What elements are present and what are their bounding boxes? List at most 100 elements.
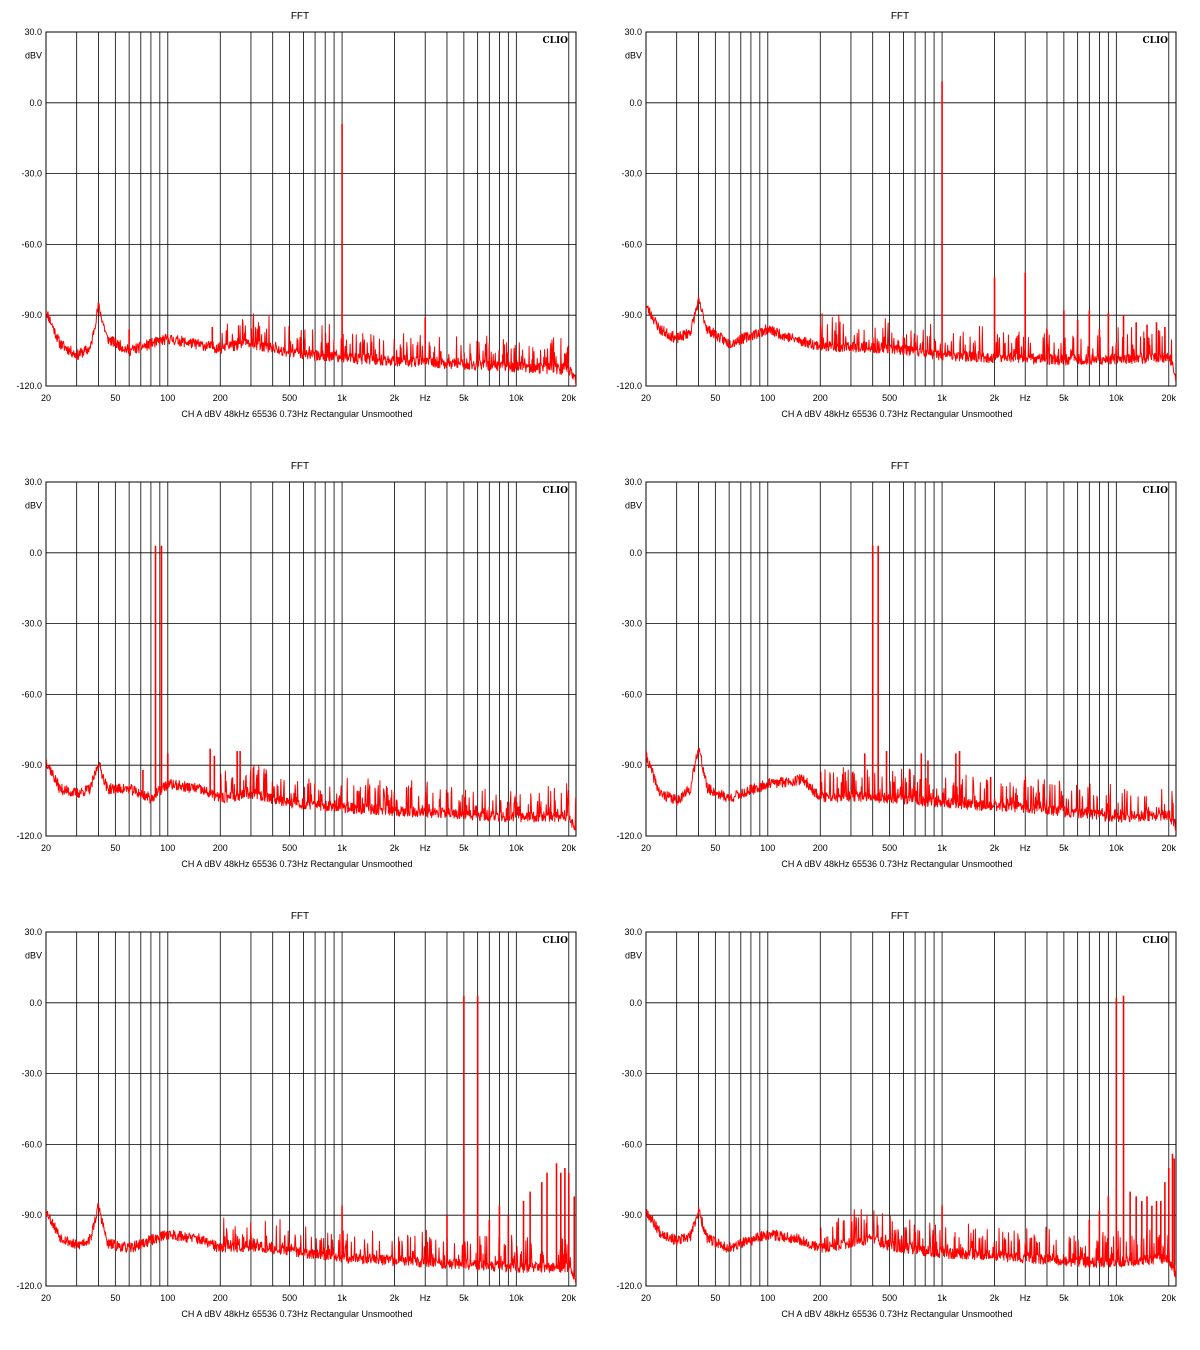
x-tick-label: 5k	[459, 843, 469, 853]
x-tick-label: 200	[213, 1293, 228, 1303]
plot-area	[645, 31, 1177, 387]
measurement-settings: CH A dBV 48kHz 65536 0.73Hz Rectangular …	[781, 859, 1012, 869]
y-grid	[646, 481, 1176, 837]
x-axis-label: Hz	[420, 393, 431, 403]
measurement-settings: CH A dBV 48kHz 65536 0.73Hz Rectangular …	[781, 1309, 1012, 1319]
chart-title: FFT	[891, 911, 909, 922]
x-tick-label: 5k	[459, 1293, 469, 1303]
y-tick-label: 0.0	[29, 98, 42, 108]
noise-floor-line	[646, 296, 1176, 382]
x-axis-label: Hz	[420, 1293, 431, 1303]
x-tick-label: 20	[641, 1293, 651, 1303]
y-tick-label: -30.0	[621, 1069, 642, 1079]
y-tick-label: -30.0	[621, 169, 642, 179]
x-tick-label: 5k	[1059, 1293, 1069, 1303]
plot-area	[645, 481, 1177, 837]
clio-logo: CLIO	[1142, 486, 1168, 496]
y-tick-label: 30.0	[24, 27, 42, 37]
noise-floor-line	[646, 748, 1176, 832]
spectrum-trace	[46, 995, 576, 1284]
y-tick-label: -120.0	[16, 1281, 42, 1291]
x-tick-label: 10k	[1109, 1293, 1124, 1303]
y-tick-label: -60.0	[621, 689, 642, 699]
spectrum-trace	[46, 545, 576, 831]
x-tick-label: 20k	[1162, 1293, 1177, 1303]
y-tick-label: -30.0	[21, 619, 42, 629]
x-tick-label: 100	[760, 1293, 775, 1303]
y-axis-label: dBV	[25, 951, 42, 961]
plot-area	[45, 481, 577, 837]
y-tick-label: 30.0	[624, 927, 642, 937]
plot-area	[45, 31, 577, 387]
x-tick-label: 20k	[1162, 843, 1177, 853]
chart-title: FFT	[291, 911, 309, 922]
x-tick-label: 10k	[509, 843, 524, 853]
y-tick-label: -120.0	[16, 831, 42, 841]
chart-title: FFT	[891, 461, 909, 472]
y-grid	[46, 31, 576, 387]
fft-chart-svg: FFT 30.0 0.0 -30.0 -60.0 -90.0 -120.0 dBV 20 50 10…	[16, 11, 577, 419]
clio-logo: CLIO	[1142, 36, 1168, 46]
y-tick-label: 0.0	[629, 98, 642, 108]
x-tick-label: 1k	[337, 393, 347, 403]
x-tick-label: 20	[641, 843, 651, 853]
fft-chart-svg: FFT 30.0 0.0 -30.0 -60.0 -90.0 -120.0 dBV 20 50 10…	[616, 461, 1177, 869]
x-axis-label: Hz	[420, 843, 431, 853]
x-tick-label: 5k	[1059, 393, 1069, 403]
clio-logo: CLIO	[1142, 936, 1168, 946]
y-tick-label: -60.0	[21, 239, 42, 249]
y-axis-label: dBV	[625, 501, 642, 511]
y-tick-label: 30.0	[624, 477, 642, 487]
fft-chart-svg: FFT 30.0 0.0 -30.0 -60.0 -90.0 -120.0 dBV 20 50 10…	[16, 461, 577, 869]
spectrum-trace	[46, 124, 576, 386]
x-tick-label: 100	[160, 1293, 175, 1303]
x-tick-label: 10k	[1109, 393, 1124, 403]
plot-area	[645, 931, 1177, 1287]
fft-panel-5: FFT 30.0 0.0 -30.0 -60.0 -90.0 -120.0 dBV 20 50 10…	[0, 900, 600, 1350]
noise-floor-line	[46, 759, 576, 831]
x-tick-label: 50	[710, 1293, 720, 1303]
y-tick-label: -60.0	[21, 689, 42, 699]
y-tick-label: 0.0	[29, 548, 42, 558]
y-tick-label: 30.0	[24, 477, 42, 487]
fft-panel-6: FFT 30.0 0.0 -30.0 -60.0 -90.0 -120.0 dBV 20 50 10…	[600, 900, 1200, 1350]
x-tick-label: 10k	[1109, 843, 1124, 853]
y-tick-label: -90.0	[21, 310, 42, 320]
x-tick-label: 500	[282, 843, 297, 853]
x-tick-label: 20	[41, 393, 51, 403]
y-tick-label: 30.0	[24, 927, 42, 937]
y-tick-label: -30.0	[621, 619, 642, 629]
measurement-settings: CH A dBV 48kHz 65536 0.73Hz Rectangular …	[781, 409, 1012, 419]
x-tick-label: 1k	[937, 1293, 947, 1303]
x-tick-label: 5k	[459, 393, 469, 403]
x-tick-label: 20	[641, 393, 651, 403]
x-tick-label: 200	[813, 1293, 828, 1303]
chart-title: FFT	[291, 461, 309, 472]
fft-chart-svg: FFT 30.0 0.0 -30.0 -60.0 -90.0 -120.0 dBV 20 50 10…	[16, 911, 576, 1319]
spectrum-trace	[646, 545, 1176, 832]
x-tick-label: 500	[282, 1293, 297, 1303]
x-tick-label: 500	[882, 843, 897, 853]
fft-panel-1: FFT 30.0 0.0 -30.0 -60.0 -90.0 -120.0 dBV 20 50 10…	[0, 0, 600, 450]
y-grid	[46, 931, 576, 1287]
y-tick-label: -90.0	[21, 1210, 42, 1220]
y-tick-label: -120.0	[616, 1281, 642, 1291]
x-tick-label: 2k	[390, 843, 400, 853]
x-tick-label: 200	[813, 843, 828, 853]
x-tick-label: 20k	[1162, 393, 1177, 403]
y-tick-label: -60.0	[621, 239, 642, 249]
y-tick-label: -120.0	[616, 381, 642, 391]
x-tick-label: 500	[282, 393, 297, 403]
x-tick-label: 1k	[337, 1293, 347, 1303]
x-tick-label: 20	[41, 1293, 51, 1303]
fft-chart-svg: FFT 30.0 0.0 -30.0 -60.0 -90.0 -120.0 dBV 20 50 10…	[616, 11, 1177, 419]
y-tick-label: -120.0	[616, 831, 642, 841]
spectrum-trace	[646, 81, 1176, 382]
measurement-settings: CH A dBV 48kHz 65536 0.73Hz Rectangular …	[181, 859, 412, 869]
x-axis-label: Hz	[1020, 393, 1031, 403]
y-tick-label: -30.0	[21, 1069, 42, 1079]
x-axis-label: Hz	[1020, 843, 1031, 853]
x-tick-label: 200	[213, 393, 228, 403]
x-tick-label: 5k	[1059, 843, 1069, 853]
